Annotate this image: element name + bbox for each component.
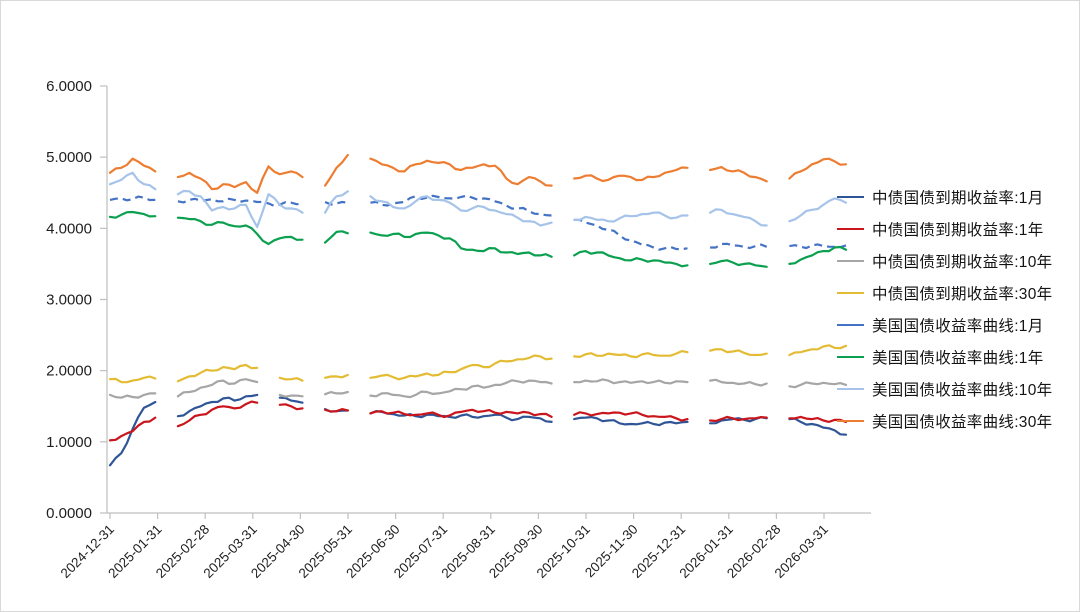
legend-swatch-us-1y bbox=[837, 355, 864, 359]
legend-item-cn-10y: 中债国债到期收益率:10年 bbox=[837, 245, 1052, 277]
legend-label-cn-30y: 中债国债到期收益率:30年 bbox=[872, 286, 1053, 303]
legend-swatch-cn-30y bbox=[837, 291, 864, 295]
legend-label-cn-1y: 中债国债到期收益率:1年 bbox=[872, 222, 1044, 239]
y-axis-tick-label: 0.0000 bbox=[46, 505, 92, 522]
legend-label-us-1m: 美国国债收益率曲线:1月 bbox=[872, 318, 1044, 335]
series-us-30y bbox=[108, 153, 848, 194]
legend-item-us-10y: 美国国债收益率曲线:10年 bbox=[837, 373, 1052, 405]
series-us-10y bbox=[108, 171, 848, 228]
legend-swatch-us-30y bbox=[837, 419, 864, 423]
y-axis-tick-label: 2.0000 bbox=[46, 363, 92, 380]
legend-label-cn-1m: 中债国债到期收益率:1月 bbox=[872, 190, 1044, 207]
legend-swatch-cn-10y bbox=[837, 259, 864, 263]
legend-swatch-cn-1y bbox=[837, 227, 864, 231]
legend-item-us-1y: 美国国债收益率曲线:1年 bbox=[837, 341, 1052, 373]
y-axis-tick-label: 5.0000 bbox=[46, 149, 92, 166]
legend-label-us-30y: 美国国债收益率曲线:30年 bbox=[872, 414, 1053, 431]
y-axis-tick-label: 6.0000 bbox=[46, 78, 92, 95]
series-us-1y bbox=[108, 210, 848, 268]
y-axis-tick-label: 3.0000 bbox=[46, 292, 92, 309]
series-cn-1y bbox=[108, 400, 848, 442]
legend-item-cn-30y: 中债国债到期收益率:30年 bbox=[837, 277, 1052, 309]
legend-item-cn-1m: 中债国债到期收益率:1月 bbox=[837, 181, 1052, 213]
legend-item-cn-1y: 中债国债到期收益率:1年 bbox=[837, 213, 1052, 245]
legend-swatch-us-1m bbox=[837, 323, 864, 327]
series-cn-1m bbox=[108, 393, 848, 467]
legend-swatch-us-10y bbox=[837, 387, 864, 391]
legend-swatch-cn-1m bbox=[837, 195, 864, 199]
legend-item-us-30y: 美国国债收益率曲线:30年 bbox=[837, 405, 1052, 437]
series-us-1m bbox=[109, 194, 847, 251]
y-axis-tick-label: 4.0000 bbox=[46, 220, 92, 237]
series-cn-30y bbox=[108, 344, 848, 384]
series-cn-10y bbox=[108, 378, 848, 399]
legend-label-us-10y: 美国国债收益率曲线:10年 bbox=[872, 382, 1053, 399]
legend-label-us-1y: 美国国债收益率曲线:1年 bbox=[872, 350, 1044, 367]
legend-item-us-1m: 美国国债收益率曲线:1月 bbox=[837, 309, 1052, 341]
y-axis-tick-label: 1.0000 bbox=[46, 434, 92, 451]
chart-legend: 中债国债到期收益率:1月 中债国债到期收益率:1年 中债国债到期收益率:10年 中债国… bbox=[837, 181, 1052, 437]
legend-label-cn-10y: 中债国债到期收益率:10年 bbox=[872, 254, 1053, 271]
